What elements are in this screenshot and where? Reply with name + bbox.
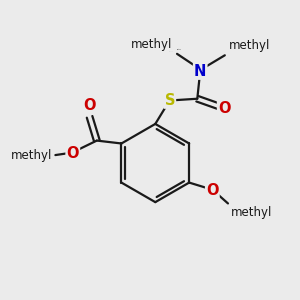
Text: O: O xyxy=(218,101,230,116)
Text: O: O xyxy=(67,146,79,160)
Text: methyl: methyl xyxy=(231,206,272,219)
Text: methyl: methyl xyxy=(11,148,52,162)
Text: O: O xyxy=(206,183,219,198)
Text: methyl: methyl xyxy=(229,39,271,52)
Text: methyl: methyl xyxy=(131,38,173,51)
Text: S: S xyxy=(164,93,175,108)
Text: methyl: methyl xyxy=(169,50,173,52)
Text: methyl: methyl xyxy=(177,49,182,50)
Text: N: N xyxy=(194,64,206,79)
Text: O: O xyxy=(83,98,96,113)
